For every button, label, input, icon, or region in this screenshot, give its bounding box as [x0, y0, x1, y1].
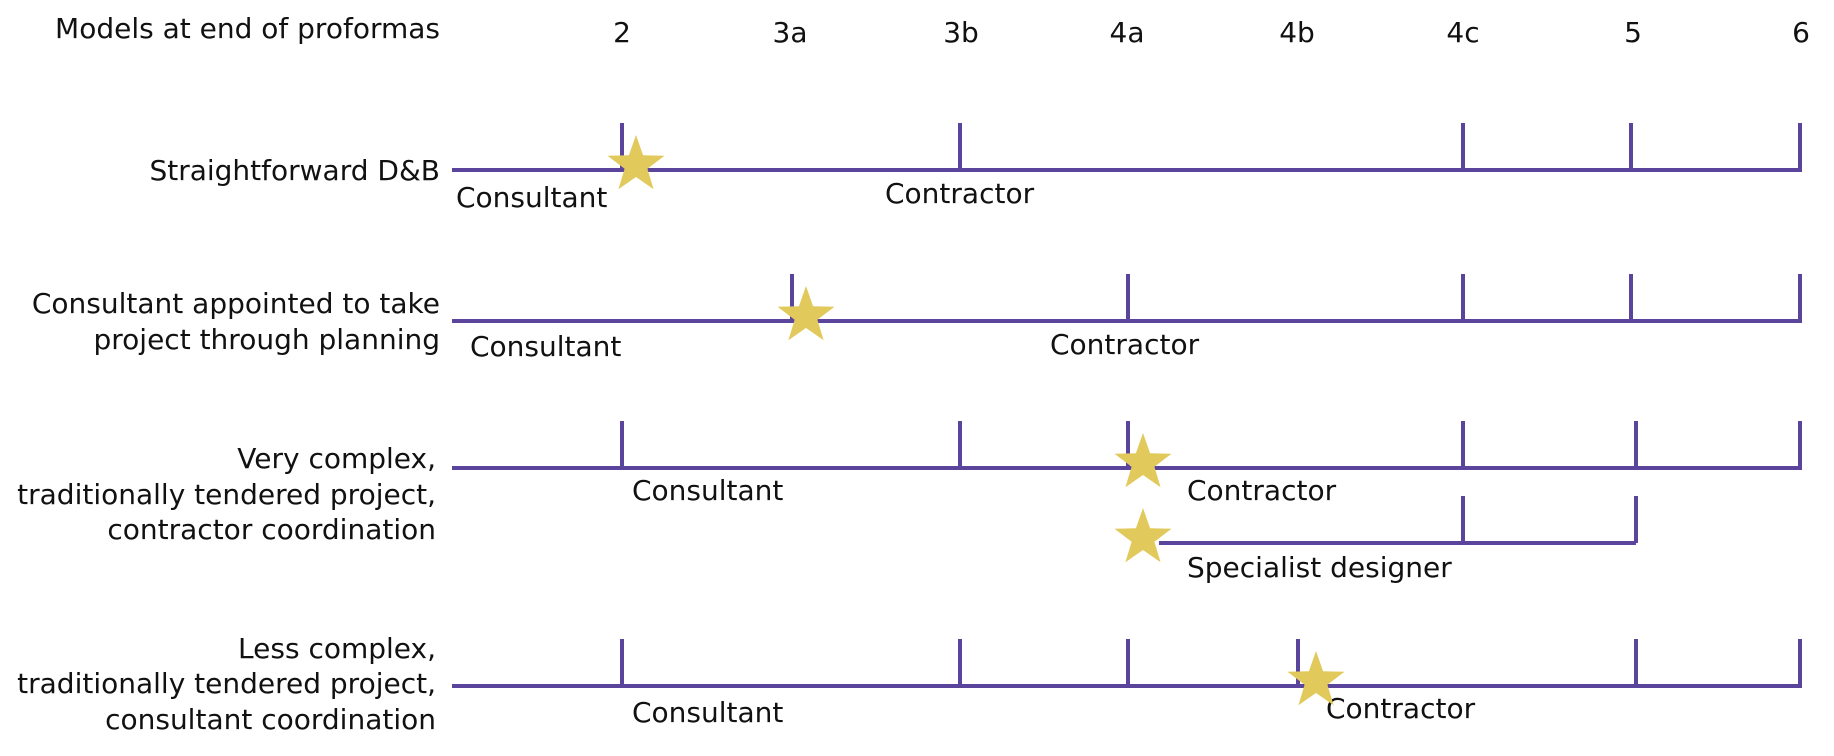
stage-label: 2	[613, 16, 631, 49]
segment-label-consultant: Consultant	[632, 696, 783, 729]
segment-label-contractor: Contractor	[885, 177, 1035, 210]
specialist-star-icon	[1114, 508, 1172, 563]
handover-star-icon	[607, 135, 665, 190]
star-shape	[777, 286, 835, 341]
segment-label-specialist-designer: Specialist designer	[1187, 551, 1452, 584]
row-very-complex-contractor-coordination: Very complex, traditionally tendered pro…	[17, 421, 1802, 584]
timeline-lines	[452, 421, 1802, 545]
star-shape	[607, 135, 665, 190]
handover-star-icon	[777, 286, 835, 341]
stage-label: 3b	[943, 16, 979, 49]
stage-label: 4c	[1446, 16, 1479, 49]
star-shape	[1114, 508, 1172, 563]
row-label: traditionally tendered project,	[17, 478, 436, 511]
stage-label: 3a	[773, 16, 808, 49]
segment-label-contractor: Contractor	[1050, 328, 1200, 361]
segment-label-consultant: Consultant	[632, 474, 783, 507]
segment-label-consultant: Consultant	[456, 181, 607, 214]
handover-star-icon	[1114, 433, 1172, 488]
timeline-lines	[452, 639, 1802, 688]
stage-label: 4a	[1110, 16, 1145, 49]
star-shape	[1287, 651, 1345, 706]
row-consultant-through-planning: Consultant appointed to take project thr…	[32, 274, 1802, 363]
row-label: consultant coordination	[105, 703, 436, 736]
timeline-lines	[452, 123, 1802, 172]
row-less-complex-consultant-coordination: Less complex, traditionally tendered pro…	[17, 632, 1802, 736]
star-shape	[1114, 433, 1172, 488]
row-label: Consultant appointed to take	[32, 287, 440, 320]
row-label: traditionally tendered project,	[17, 667, 436, 700]
row-label: contractor coordination	[107, 513, 436, 546]
row-label: Less complex,	[238, 632, 436, 665]
segment-label-consultant: Consultant	[470, 330, 621, 363]
row-label: Straightforward D&B	[149, 154, 440, 187]
segment-label-contractor: Contractor	[1326, 692, 1476, 725]
segment-label-contractor: Contractor	[1187, 474, 1337, 507]
stage-label: 4b	[1279, 16, 1315, 49]
row-label: Very complex,	[237, 442, 436, 475]
stage-label: 5	[1624, 16, 1642, 49]
row-label: project through planning	[94, 323, 441, 356]
row-straightforward-db: Straightforward D&B Consultant Contracto…	[149, 123, 1802, 214]
stage-header-row: 2 3a 3b 4a 4b 4c 5 6	[613, 16, 1810, 49]
stage-label: 6	[1792, 16, 1810, 49]
handover-star-icon	[1287, 651, 1345, 706]
header-title: Models at end of proformas	[55, 12, 440, 45]
timeline-lines	[452, 274, 1802, 323]
